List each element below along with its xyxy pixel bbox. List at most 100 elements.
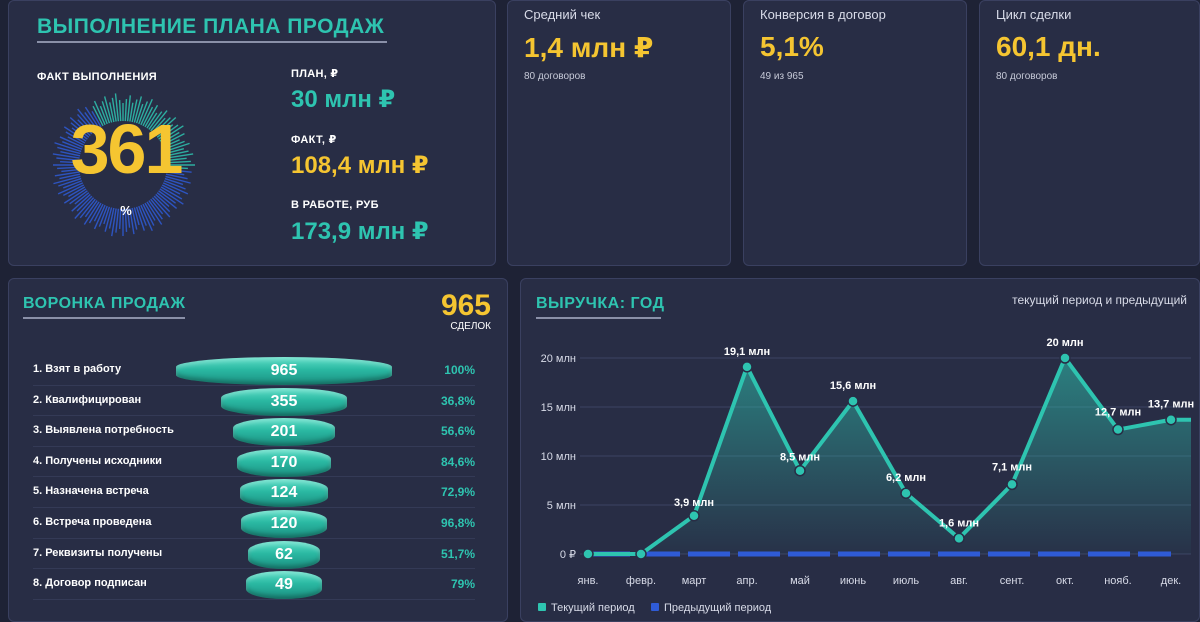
gauge-ray: [76, 195, 93, 212]
gauge-ray: [140, 98, 153, 126]
funnel-row[interactable]: 7. Реквизиты получены 62 51,7%: [9, 539, 499, 570]
gauge-ray: [146, 112, 158, 129]
kpi-card-conversion[interactable]: Конверсия в договор 5,1% 49 из 965: [743, 0, 967, 266]
gauge-ray: [93, 100, 106, 126]
current-period-point[interactable]: [1165, 413, 1177, 426]
y-tick-label: 0 ₽: [560, 549, 576, 561]
gauge-ray: [91, 110, 102, 128]
fact-execution-label: ФАКТ ВЫПОЛНЕНИЯ: [37, 71, 157, 83]
gauge-ray: [155, 193, 170, 208]
x-tick-label: март: [682, 575, 707, 587]
kpi-value: 60,1 дн.: [996, 31, 1101, 62]
revenue-chart[interactable]: 0 ₽ 5 млн 10 млн 15 млн 20 млн 3,9 млн 19,1 мл…: [521, 279, 1200, 622]
funnel-row[interactable]: 2. Квалифицирован 355 36,8%: [9, 386, 499, 417]
gauge-ray: [67, 136, 85, 146]
funnel-stage-label: 3. Выявлена потребность: [33, 424, 174, 437]
funnel-bar: [221, 387, 347, 416]
gauge-ray: [166, 160, 191, 164]
funnel-row[interactable]: 6. Встреча проведена 120 96,8%: [9, 508, 499, 539]
gauge-ray: [161, 133, 185, 146]
funnel-row[interactable]: 5. Назначена встреча 124 72,9%: [9, 477, 499, 508]
gauge-ray: [111, 208, 117, 237]
kpi-card-deal-cycle[interactable]: Цикл сделки 60,1 дн. 80 договоров: [979, 0, 1200, 266]
data-label: 19,1 млн: [724, 346, 770, 358]
kpi-label: Конверсия в договор: [760, 7, 886, 22]
gauge-ray: [57, 146, 81, 155]
kpi-label: Средний чек: [524, 7, 601, 22]
gauge-ray: [135, 103, 144, 124]
funnel-row[interactable]: 1. Взят в работу 965 100%: [9, 355, 499, 386]
funnel-stage-percent: 51,7%: [440, 546, 475, 561]
funnel-stage-percent: 100%: [444, 363, 475, 377]
current-period-point[interactable]: [741, 361, 753, 373]
gauge-ray: [160, 131, 180, 144]
legend-label[interactable]: Текущий период: [551, 602, 635, 614]
data-label: 20 млн: [1046, 337, 1083, 349]
gauge-ray: [69, 190, 88, 205]
current-period-point[interactable]: [1006, 478, 1018, 491]
gauge-ray: [108, 207, 115, 229]
y-tick-label: 15 млн: [541, 402, 576, 414]
gauge-ray: [71, 193, 91, 212]
gauge-ray: [62, 184, 85, 197]
gauge-ray: [70, 122, 90, 138]
gauge-ray: [155, 116, 177, 137]
gauge-ray: [118, 208, 122, 229]
gauge-ray: [159, 125, 184, 142]
gauge-ray: [62, 180, 83, 189]
funnel-row[interactable]: 8. Договор подписан 49 79%: [9, 569, 499, 600]
gauge-ray: [77, 108, 96, 132]
legend-label[interactable]: Предыдущий период: [664, 602, 772, 614]
data-label: 15,6 млн: [830, 380, 876, 392]
gauge-ray: [126, 95, 132, 122]
gauge-ray: [131, 99, 138, 123]
gauge-ray: [101, 101, 111, 124]
in-work-label: В РАБОТЕ, РУБ: [291, 199, 379, 211]
gauge-ray: [62, 141, 83, 150]
gauge-ray: [126, 208, 131, 228]
funnel-row[interactable]: 3. Выявлена потребность 201 56,6%: [9, 416, 499, 447]
gauge-ray: [59, 136, 84, 148]
current-period-point[interactable]: [582, 548, 594, 560]
funnel-row[interactable]: 4. Получены исходники 170 84,6%: [9, 447, 499, 478]
current-period-point[interactable]: [1059, 352, 1071, 364]
funnel-stage-value: 355: [270, 392, 298, 410]
gauge-ray: [164, 142, 190, 153]
funnel-row-divider: [33, 598, 475, 600]
current-period-point[interactable]: [635, 548, 647, 560]
revenue-title: ВЫРУЧКА: ГОД: [536, 295, 665, 312]
funnel-stage-percent: 96,8%: [440, 516, 475, 530]
gauge-ray: [153, 117, 171, 135]
funnel-stage-percent: 79%: [450, 577, 475, 592]
gauge-ray: [142, 106, 154, 127]
gauge-ray: [129, 208, 135, 235]
current-period-point[interactable]: [847, 395, 859, 407]
gauge-ray: [69, 116, 91, 137]
gauge-ray: [92, 105, 104, 127]
gauge-ray: [103, 206, 111, 225]
gauge-ray: [162, 182, 189, 195]
funnel-stage-value: 62: [275, 545, 293, 563]
plan-card: ВЫПОЛНЕНИЕ ПЛАНА ПРОДАЖ ФАКТ ВЫПОЛНЕНИЯ …: [8, 0, 496, 266]
funnel-stage-percent: 72,9%: [440, 485, 475, 500]
current-period-point[interactable]: [953, 532, 965, 545]
gauge-ray: [153, 195, 171, 213]
gauge-ray: [138, 205, 147, 226]
current-period-point[interactable]: [1112, 423, 1124, 436]
current-period-point[interactable]: [900, 487, 912, 499]
current-period-point[interactable]: [794, 464, 806, 477]
funnel-stage-label: 5. Назначена встреча: [33, 485, 149, 498]
gauge-ray: [88, 202, 102, 224]
gauge-ray: [76, 113, 95, 133]
gauge-ray: [165, 173, 188, 180]
gauge-ray: [131, 207, 138, 230]
gauge-ray: [166, 166, 188, 170]
fact-value-label: ФАКТ, ₽: [291, 134, 337, 146]
gauge-ray: [54, 171, 80, 177]
current-period-point[interactable]: [688, 510, 700, 522]
kpi-card-average-check[interactable]: Средний чек 1,4 млн ₽ 80 договоров: [507, 0, 731, 266]
gauge-ray: [135, 206, 145, 231]
x-tick-label: окт.: [1056, 575, 1074, 587]
gauge-ray: [163, 140, 185, 150]
kpi-label: Цикл сделки: [996, 7, 1072, 22]
